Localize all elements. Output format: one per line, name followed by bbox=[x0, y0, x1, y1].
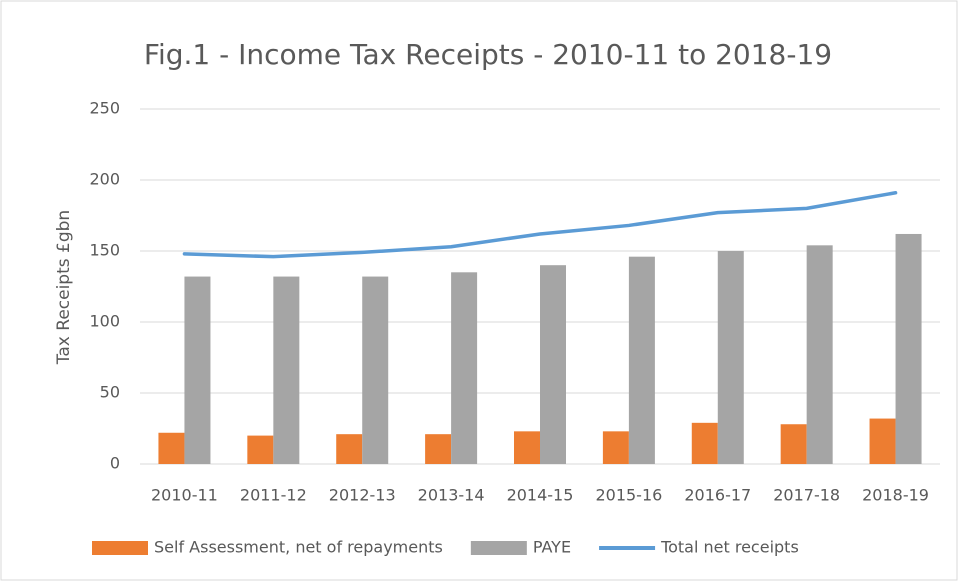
bar bbox=[780, 424, 807, 464]
bar bbox=[717, 251, 744, 464]
bar bbox=[273, 276, 300, 464]
bar bbox=[247, 435, 274, 464]
line bbox=[182, 191, 898, 259]
x-tick-label: 2010-11 bbox=[151, 486, 218, 505]
bar bbox=[806, 245, 833, 464]
bar bbox=[602, 431, 629, 464]
x-tick-label: 2013-14 bbox=[418, 486, 485, 505]
bar bbox=[336, 434, 363, 464]
bar bbox=[895, 233, 922, 464]
chart-title: Fig.1 - Income Tax Receipts - 2010-11 to… bbox=[144, 38, 832, 71]
legend-label: Total net receipts bbox=[660, 538, 799, 557]
x-tick-label: 2016-17 bbox=[684, 486, 751, 505]
bar bbox=[628, 256, 655, 464]
x-tick-label: 2017-18 bbox=[773, 486, 840, 505]
y-tick-label: 100 bbox=[89, 312, 120, 331]
y-tick-label: 0 bbox=[110, 454, 120, 473]
x-tick-label: 2015-16 bbox=[595, 486, 662, 505]
y-axis-label: Tax Receipts £gbn bbox=[54, 210, 74, 365]
legend-label: PAYE bbox=[533, 538, 571, 557]
bar bbox=[184, 276, 211, 464]
bar bbox=[514, 431, 540, 464]
bar bbox=[869, 418, 896, 464]
x-tick-label: 2012-13 bbox=[329, 486, 396, 505]
bar bbox=[425, 434, 452, 464]
legend-label: Self Assessment, net of repayments bbox=[154, 538, 443, 557]
x-tick-label: 2018-19 bbox=[862, 486, 929, 505]
legend-swatch bbox=[92, 541, 148, 555]
y-tick-label: 250 bbox=[89, 99, 120, 118]
legend-swatch bbox=[470, 541, 527, 555]
y-tick-label: 50 bbox=[100, 383, 120, 402]
y-tick-label: 150 bbox=[89, 241, 120, 260]
bar bbox=[158, 432, 185, 464]
bar bbox=[691, 422, 718, 464]
bar bbox=[362, 276, 389, 464]
x-tick-label: 2014-15 bbox=[507, 486, 574, 505]
bar bbox=[451, 272, 478, 464]
y-tick-label: 200 bbox=[89, 170, 120, 189]
x-tick-label: 2011-12 bbox=[240, 486, 307, 505]
bar bbox=[540, 265, 566, 464]
